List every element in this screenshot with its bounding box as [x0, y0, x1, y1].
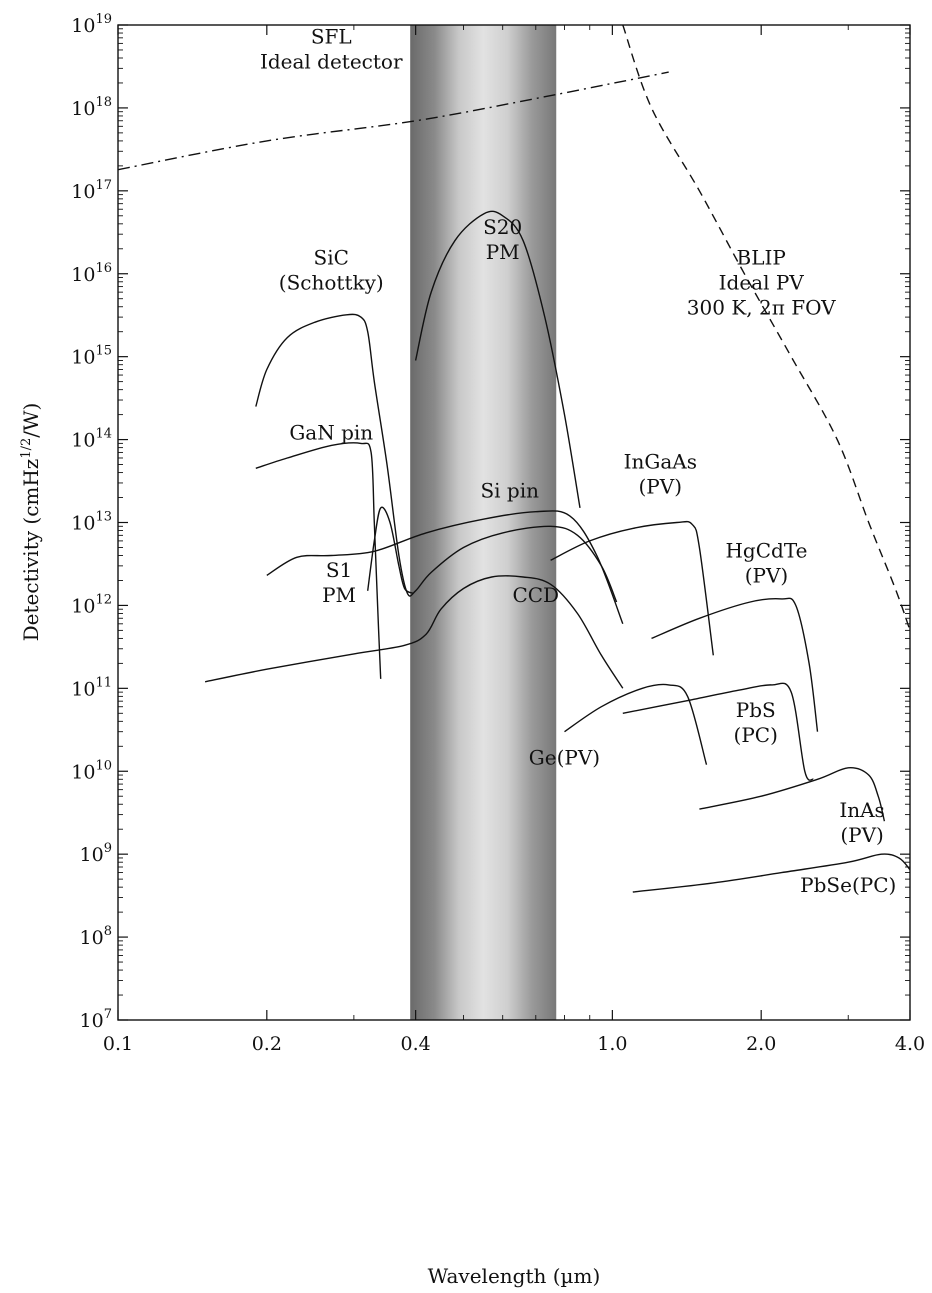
curve-gan	[255, 442, 382, 679]
curve-pbse	[632, 853, 910, 893]
y-axis-title: Detectivity (cmHz1/2/W)	[19, 403, 43, 642]
curve-blip	[622, 25, 910, 631]
x-tick-label: 4.0	[895, 1033, 925, 1055]
label-ccd: CCD	[512, 583, 559, 607]
x-axis-title: Wavelength (µm)	[428, 1264, 601, 1288]
label-blip: BLIP Ideal PV 300 K, 2π FOV	[687, 245, 836, 319]
y-tick-label: 1019	[71, 12, 112, 37]
curve-sfl	[118, 71, 669, 171]
label-inas: InAs (PV)	[839, 798, 885, 847]
x-tick-label: 0.2	[252, 1033, 282, 1055]
curve-ge	[564, 683, 708, 765]
label-sic: SiC (Schottky)	[279, 245, 384, 294]
y-tick-label: 1018	[71, 95, 112, 120]
y-tick-label: 1017	[71, 178, 112, 203]
curve-ingaas	[550, 520, 714, 656]
label-s1: S1 PM	[322, 558, 356, 607]
x-tick-label: 1.0	[597, 1033, 627, 1055]
label-s20: S20 PM	[483, 215, 522, 264]
x-tick-label: 0.4	[401, 1033, 431, 1055]
label-ge: Ge(PV)	[529, 746, 600, 770]
y-tick-label: 1010	[71, 758, 112, 783]
label-gan: GaN pin	[289, 421, 373, 445]
y-tick-label: 1011	[71, 675, 112, 700]
curve-s20	[414, 210, 581, 509]
visible-band	[410, 25, 557, 1020]
x-tick-label: 2.0	[746, 1033, 776, 1055]
curve-sipin	[266, 510, 624, 625]
curve-ccd	[204, 575, 624, 689]
x-tick-label: 0.1	[103, 1033, 133, 1055]
label-sipin: Si pin	[480, 479, 539, 503]
y-tick-label: 107	[80, 1007, 112, 1032]
label-ingaas: InGaAs (PV)	[624, 449, 697, 498]
y-tick-label: 1012	[71, 592, 112, 617]
y-tick-label: 1016	[71, 261, 112, 286]
y-tick-label: 109	[80, 841, 112, 866]
y-tick-label: 1013	[71, 510, 112, 535]
curve-pbs	[622, 682, 814, 781]
curves-layer	[118, 25, 910, 893]
label-pbse: PbSe(PC)	[800, 873, 896, 897]
curve-inas	[699, 767, 886, 822]
label-pbs: PbS (PC)	[734, 698, 778, 747]
curve-hgcdte	[651, 597, 819, 732]
label-hgcdte: HgCdTe (PV)	[725, 538, 807, 587]
curve-s1	[367, 506, 414, 594]
y-tick-label: 108	[80, 924, 112, 949]
curve-sic	[255, 313, 618, 603]
label-sfl: SFL Ideal detector	[260, 24, 403, 73]
y-tick-label: 1014	[71, 427, 112, 452]
plot-frame	[117, 24, 911, 1021]
y-tick-label: 1015	[71, 344, 112, 369]
annotations-layer: SFL Ideal detector S20 PM SiC (Schottky) BLIP I…	[260, 24, 896, 897]
